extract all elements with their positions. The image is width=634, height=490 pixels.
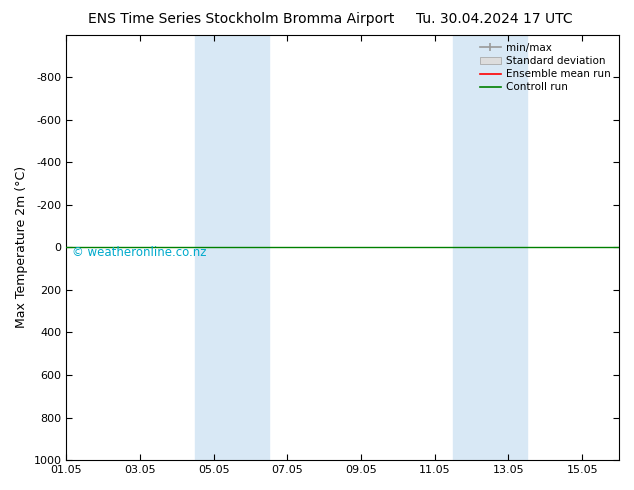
Bar <box>195 35 269 460</box>
Text: Tu. 30.04.2024 17 UTC: Tu. 30.04.2024 17 UTC <box>416 12 573 26</box>
Bar <box>453 35 527 460</box>
Y-axis label: Max Temperature 2m (°C): Max Temperature 2m (°C) <box>15 166 28 328</box>
Legend: min/max, Standard deviation, Ensemble mean run, Controll run: min/max, Standard deviation, Ensemble me… <box>477 40 614 96</box>
Text: © weatheronline.co.nz: © weatheronline.co.nz <box>72 246 207 259</box>
Text: ENS Time Series Stockholm Bromma Airport: ENS Time Series Stockholm Bromma Airport <box>87 12 394 26</box>
